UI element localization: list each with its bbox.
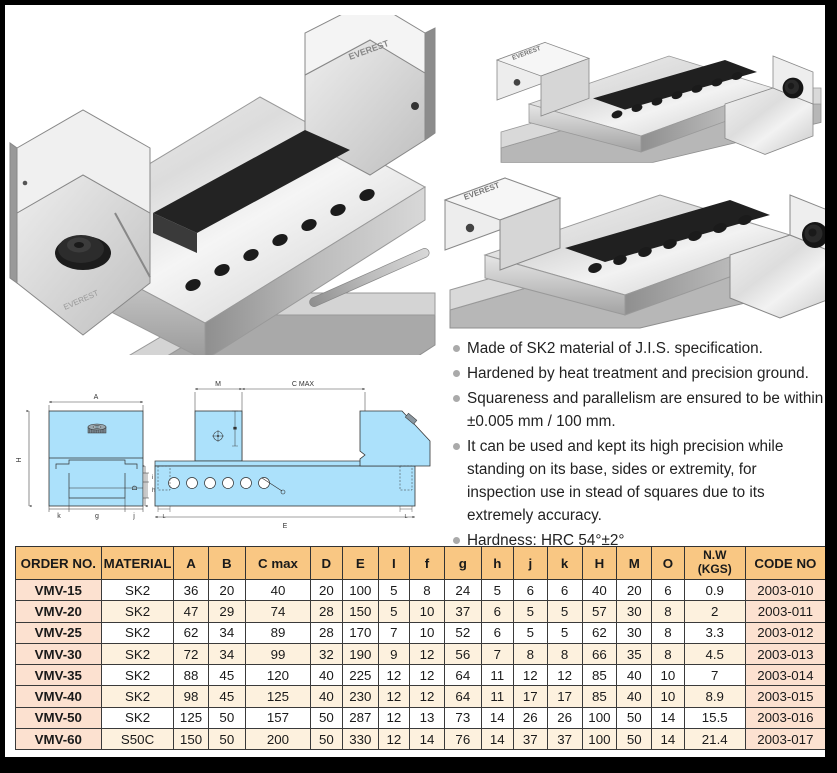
svg-text:g: g: [95, 513, 99, 520]
svg-text:E: E: [283, 523, 288, 530]
svg-text:k: k: [57, 513, 61, 520]
svg-text:H: H: [16, 457, 23, 462]
svg-text:A: A: [94, 394, 99, 401]
svg-text:j: j: [132, 513, 135, 520]
svg-text:i: i: [152, 475, 153, 481]
svg-text:D: D: [132, 485, 139, 490]
svg-text:M: M: [215, 381, 221, 388]
svg-text:C MAX: C MAX: [292, 381, 315, 388]
